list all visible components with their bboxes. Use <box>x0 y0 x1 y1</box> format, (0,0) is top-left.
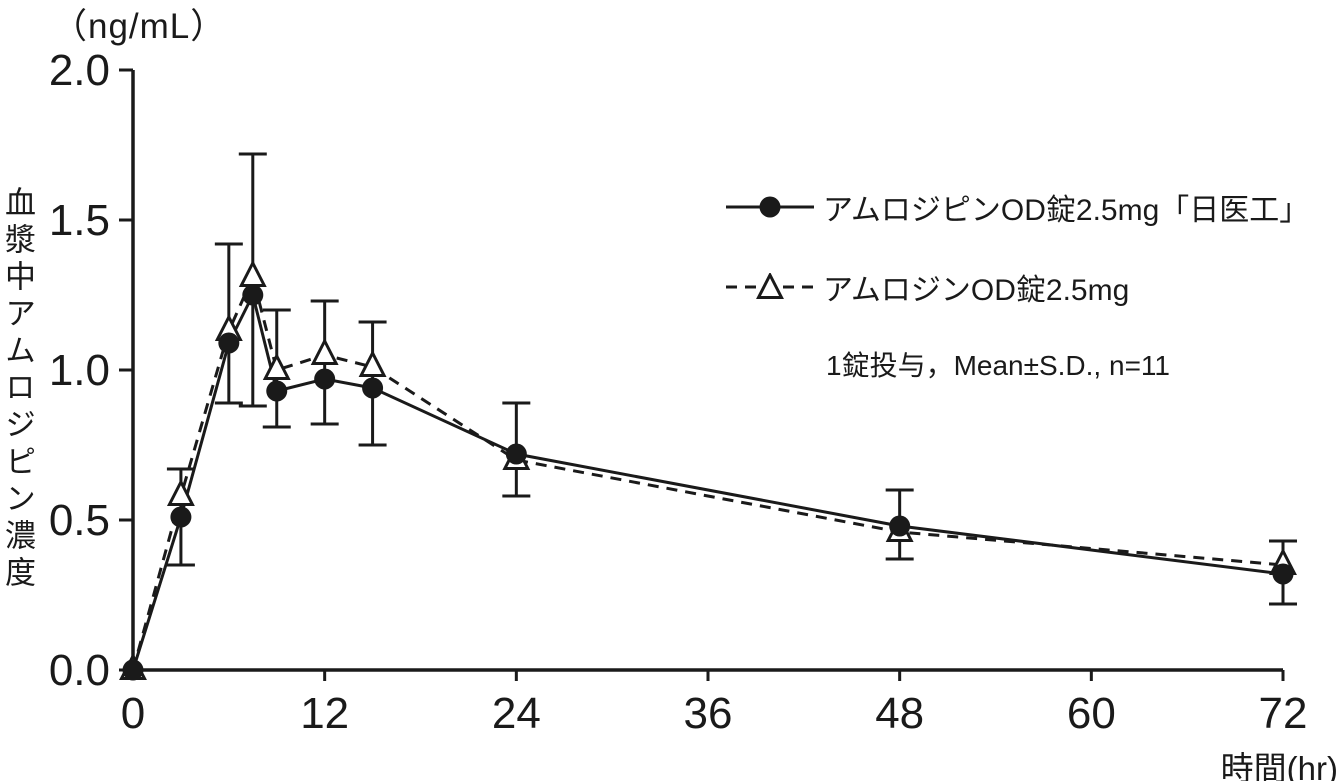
marker-filled-circle <box>242 284 264 306</box>
legend-filled-circle-solid-line-icon <box>726 193 814 221</box>
marker-filled-circle <box>266 380 288 402</box>
series-line-filled-circle <box>131 290 1284 671</box>
y-tick-label: 0.5 <box>49 496 110 545</box>
series-line-open-triangle <box>131 272 1284 671</box>
legend-marker-svg <box>726 196 814 218</box>
study-note: 1錠投与，Mean±S.D., n=11 <box>826 350 1170 381</box>
y-tick-label: 0.0 <box>49 646 110 695</box>
x-tick-label: 12 <box>300 689 349 738</box>
x-tick-label: 0 <box>121 689 145 738</box>
x-tick-label: 48 <box>875 689 924 738</box>
legend-item-amlodin: アムロジンOD錠2.5mg <box>726 265 1129 309</box>
marker-open-triangle <box>310 337 339 365</box>
legend-label-nichiiko: アムロジピンOD錠2.5mg「日医工」 <box>823 194 1310 227</box>
marker-filled-circle <box>314 368 336 390</box>
x-tick-label: 72 <box>1259 689 1308 738</box>
legend-item-nichiiko: アムロジピンOD錠2.5mg「日医工」 <box>726 185 1309 229</box>
x-axis-title: 時間(hr) <box>1220 750 1338 781</box>
y-axis-unit-label: （ng/mL） <box>52 7 227 46</box>
marker-open-triangle <box>756 271 784 299</box>
marker-filled-circle <box>889 515 911 537</box>
marker-open-triangle <box>238 259 267 287</box>
marker-filled-circle <box>505 443 527 465</box>
x-tick-label: 24 <box>492 689 541 738</box>
legend-label-amlodin: アムロジンOD錠2.5mg <box>823 274 1130 307</box>
marker-filled-circle <box>1272 563 1294 585</box>
legend-open-triangle-dashed-line-icon <box>726 271 814 301</box>
marker-filled-circle <box>122 659 144 681</box>
marker-filled-circle <box>218 332 240 354</box>
x-tick-label: 36 <box>684 689 733 738</box>
marker-open-triangle <box>262 352 291 380</box>
marker-filled-circle <box>362 377 384 399</box>
y-axis-title: 血漿中アムロジピン濃度 <box>0 186 35 593</box>
marker-filled-circle <box>170 506 192 528</box>
y-tick-label: 1.0 <box>49 346 110 395</box>
marker-open-triangle <box>166 478 195 506</box>
marker-open-triangle <box>358 349 387 377</box>
y-tick-label: 2.0 <box>49 46 110 95</box>
x-tick-label: 60 <box>1067 689 1116 738</box>
legend-filled-circle <box>759 196 781 218</box>
y-tick-label: 1.5 <box>49 196 110 245</box>
legend-marker-svg <box>726 271 814 299</box>
